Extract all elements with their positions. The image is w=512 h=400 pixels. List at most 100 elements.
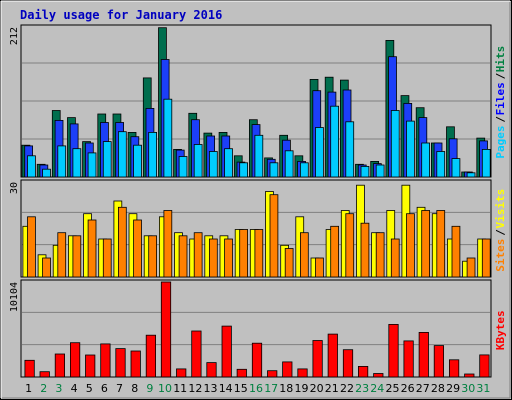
hits-files-pages-bar-pages-2	[42, 168, 51, 178]
x-tick-label-14: 14	[219, 382, 233, 395]
x-tick-label-4: 4	[71, 382, 78, 395]
visits-sites-bar-sites-30	[466, 257, 476, 278]
hits-files-pages-bar-pages-25	[390, 110, 400, 178]
kbytes-bar-kbytes-12	[191, 330, 202, 378]
visits-sites-bar-sites-23	[360, 222, 370, 278]
kbytes-bar-kbytes-25	[388, 323, 399, 378]
hits-files-pages-bar-pages-8	[133, 144, 142, 178]
kbytes-series-label-kbytes: KBytes	[494, 310, 507, 350]
visits-sites-bar-sites-4	[72, 235, 82, 278]
hits-files-pages-bar-pages-27	[421, 142, 431, 178]
hits-files-pages-bar-pages-19	[299, 162, 309, 178]
hits-files-pages-bar-pages-14	[224, 148, 233, 178]
visits-sites-bar-sites-7	[118, 206, 127, 278]
visits-sites-bar-sites-29	[451, 225, 461, 278]
kbytes-bar-kbytes-31	[479, 354, 490, 378]
visits-sites-bar-sites-21	[330, 225, 340, 278]
visits-sites-bar-sites-19	[299, 232, 309, 278]
kbytes-bar-kbytes-22	[342, 349, 354, 378]
hits-files-pages-bar-pages-31	[481, 148, 491, 178]
kbytes-bar-kbytes-24	[373, 373, 384, 378]
hits-files-pages-bar-pages-30	[466, 172, 476, 178]
visits-sites-bar-sites-9	[148, 235, 157, 278]
visits-sites-bar-sites-28	[436, 210, 446, 278]
x-tick-label-24: 24	[370, 382, 384, 395]
x-tick-label-7: 7	[116, 382, 123, 395]
visits-sites-label-separator: /	[494, 229, 507, 236]
kbytes-bar-kbytes-18	[282, 361, 293, 378]
hits-files-pages-bar-pages-12	[193, 144, 203, 178]
kbytes-bar-kbytes-29	[448, 359, 460, 378]
x-tick-label-21: 21	[325, 382, 339, 395]
kbytes-bar-kbytes-17	[267, 370, 278, 378]
kbytes-bar-kbytes-4	[70, 342, 81, 378]
x-tick-label-26: 26	[401, 382, 415, 395]
hits-files-pages-bar-pages-11	[178, 156, 188, 178]
hits-files-pages-bar-pages-9	[148, 131, 157, 178]
x-tick-label-8: 8	[131, 382, 138, 395]
visits-sites-bar-sites-13	[208, 238, 218, 278]
visits-sites-bar-sites-14	[224, 238, 233, 278]
kbytes-max-label: 10104	[9, 282, 20, 312]
hits-files-pages-bar-pages-16	[254, 134, 264, 178]
x-tick-label-9: 9	[146, 382, 153, 395]
x-tick-label-28: 28	[431, 382, 445, 395]
x-tick-label-29: 29	[446, 382, 460, 395]
kbytes-bar-kbytes-28	[433, 345, 445, 378]
hits-files-pages-bar-pages-23	[360, 165, 370, 178]
hits-files-pages-series-label-hits: Hits	[494, 46, 507, 73]
hits-files-pages-bar-pages-29	[451, 158, 461, 178]
kbytes-bar-kbytes-3	[54, 353, 66, 378]
visits-sites-bar-sites-12	[193, 232, 203, 278]
hits-files-pages-series-label-files: Files	[494, 82, 507, 115]
visits-sites-bar-sites-2	[42, 257, 51, 278]
x-tick-label-31: 31	[476, 382, 490, 395]
x-tick-label-18: 18	[279, 382, 293, 395]
visits-sites-bar-sites-26	[406, 213, 415, 278]
visits-sites-bar-sites-25	[390, 238, 400, 278]
hits-files-pages-bar-pages-6	[102, 141, 112, 178]
kbytes-bar-kbytes-15	[236, 368, 247, 378]
chart-title: Daily usage for January 2016	[20, 8, 222, 22]
kbytes-bar-kbytes-14	[221, 325, 232, 378]
hits-files-pages-bar-pages-24	[375, 164, 385, 178]
kbytes-bar-kbytes-27	[418, 331, 429, 378]
hits-files-pages-bar-pages-15	[239, 162, 248, 178]
visits-sites-bar-sites-24	[375, 232, 385, 278]
visits-sites-series-label-sites: Sites	[494, 239, 507, 272]
visits-sites-bar-sites-20	[315, 257, 324, 278]
x-tick-label-25: 25	[386, 382, 400, 395]
hits-files-pages-bar-pages-13	[208, 151, 218, 178]
hits-files-pages-bar-pages-17	[269, 162, 279, 178]
x-tick-label-17: 17	[264, 382, 278, 395]
x-tick-label-5: 5	[86, 382, 93, 395]
kbytes-bar-kbytes-23	[357, 365, 369, 378]
hits-files-pages-bar-pages-21	[330, 105, 340, 178]
visits-sites-max-label: 30	[9, 182, 20, 194]
visits-sites-bar-sites-27	[421, 210, 431, 278]
hits-files-pages-bar-pages-28	[436, 151, 446, 178]
kbytes-bar-kbytes-8	[130, 350, 141, 378]
hits-files-pages-label-separator: /	[494, 116, 507, 123]
visits-sites-series-label-visits: Visits	[494, 189, 507, 229]
hits-files-pages-label-separator: /	[494, 72, 507, 79]
x-tick-label-23: 23	[355, 382, 369, 395]
kbytes-bar-kbytes-9	[145, 334, 156, 378]
hits-files-pages-bar-pages-4	[72, 148, 82, 178]
kbytes-bar-kbytes-2	[39, 371, 50, 378]
visits-sites-bar-sites-17	[269, 194, 279, 278]
hits-files-pages-bar-pages-7	[118, 131, 127, 178]
hits-files-pages-bar-pages-5	[87, 152, 97, 178]
hits-files-pages-bar-pages-18	[284, 150, 294, 178]
visits-sites-bar-sites-1	[27, 216, 36, 278]
x-tick-label-22: 22	[340, 382, 354, 395]
visits-sites-bar-sites-16	[254, 229, 264, 278]
kbytes-bar-kbytes-1	[24, 359, 35, 378]
visits-sites-bar-sites-3	[57, 232, 67, 278]
visits-sites-bar-sites-18	[284, 248, 294, 278]
kbytes-bar-kbytes-16	[251, 342, 263, 378]
hits-files-pages-bar-pages-1	[27, 155, 36, 178]
x-tick-label-20: 20	[310, 382, 324, 395]
x-tick-label-13: 13	[204, 382, 218, 395]
